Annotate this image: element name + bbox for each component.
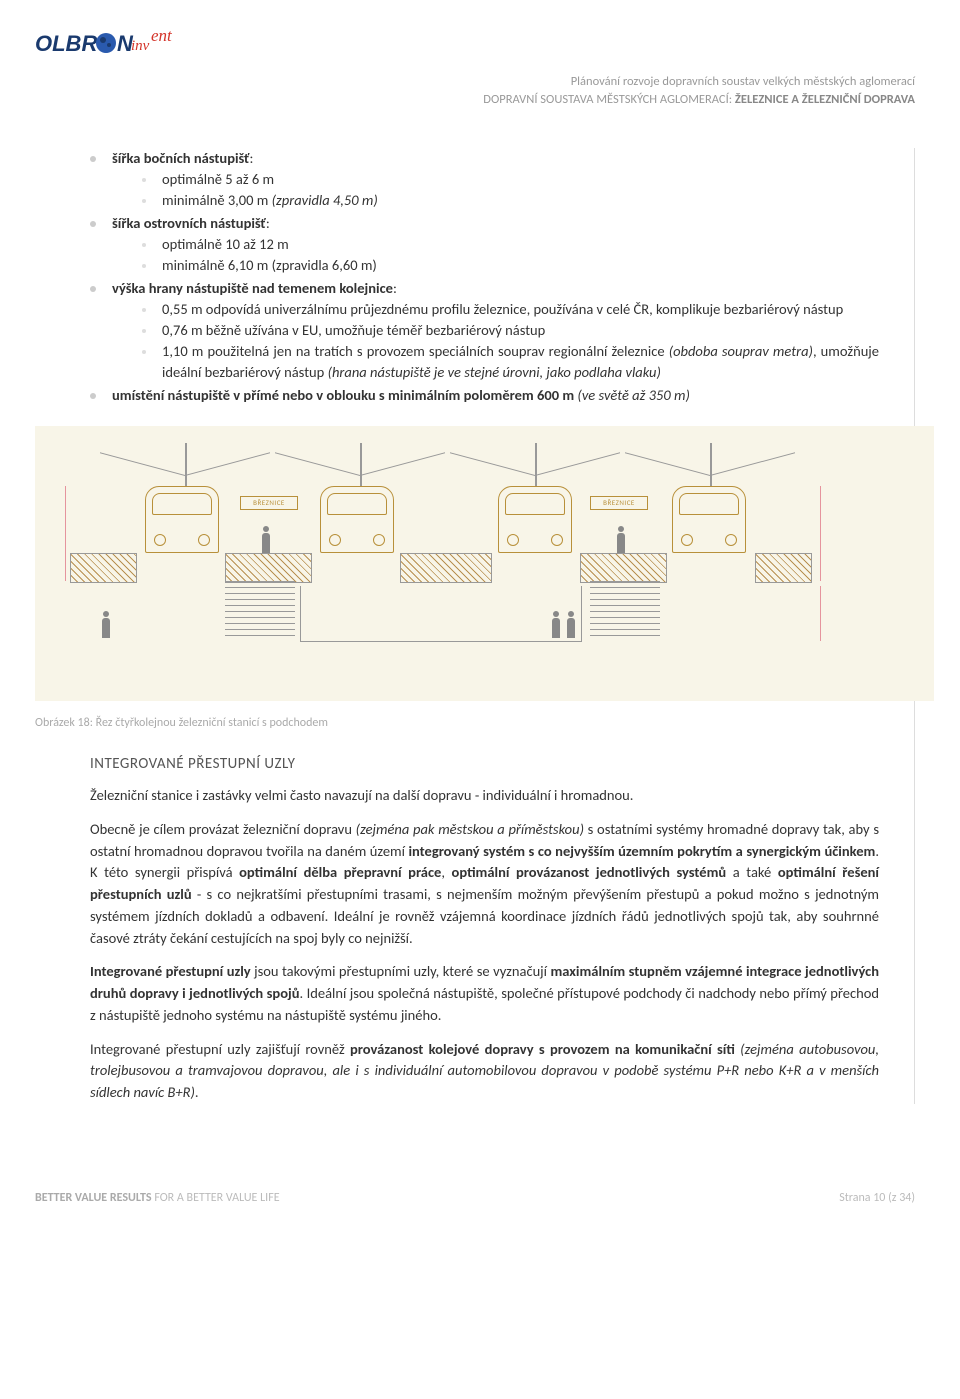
svg-text:ent: ent	[151, 26, 173, 45]
header-line1: Plánování rozvoje dopravních soustav vel…	[35, 73, 915, 91]
sub-item: minimálně 6,10 m (zpravidla 6,60 m)	[142, 255, 879, 276]
footer-page: Strana 10 (z 34)	[839, 1191, 915, 1205]
svg-text:inv: inv	[131, 38, 150, 54]
sub-item: 0,55 m odpovídá univerzálnímu průjezdném…	[142, 299, 879, 320]
bullet-edge-height: výška hrany nástupiště nad temenem kolej…	[90, 278, 879, 383]
figure-station-section: BŘEZNICE BŘEZNICE	[35, 426, 934, 701]
paragraph: Integrované přestupní uzly zajišťují rov…	[90, 1039, 879, 1104]
figure-caption: Obrázek 18: Řez čtyřkolejnou železniční …	[35, 716, 879, 730]
sub-item: minimálně 3,00 m (zpravidla 4,50 m)	[142, 190, 879, 211]
sub-item: optimálně 10 až 12 m	[142, 234, 879, 255]
paragraph: Železniční stanice i zastávky velmi čast…	[90, 785, 879, 807]
svg-text:OLBR: OLBR	[35, 31, 97, 56]
section-heading: INTEGROVANÉ PŘESTUPNÍ UZLY	[90, 755, 879, 773]
page-footer: BETTER VALUE RESULTS FOR A BETTER VALUE …	[0, 1191, 960, 1225]
bullet-island-platform: šířka ostrovních nástupišť: optimálně 10…	[90, 213, 879, 276]
sub-item: 1,10 m použitelná jen na tratích s provo…	[142, 341, 879, 383]
logo: OLBR N inv ent	[35, 25, 915, 65]
header-line2: DOPRAVNÍ SOUSTAVA MĚSTSKÝCH AGLOMERACÍ: …	[35, 91, 915, 109]
main-content: šířka bočních nástupišť: optimálně 5 až …	[35, 148, 915, 1104]
sub-item: optimálně 5 až 6 m	[142, 169, 879, 190]
footer-left: BETTER VALUE RESULTS FOR A BETTER VALUE …	[35, 1191, 280, 1205]
page-header: Plánování rozvoje dopravních soustav vel…	[35, 73, 915, 108]
station-sign: BŘEZNICE	[590, 496, 648, 510]
station-sign: BŘEZNICE	[240, 496, 298, 510]
bullet-side-platform: šířka bočních nástupišť: optimálně 5 až …	[90, 148, 879, 211]
bullet-curve: umístění nástupiště v přímé nebo v oblou…	[90, 385, 879, 406]
paragraph: Integrované přestupní uzly jsou takovými…	[90, 961, 879, 1026]
sub-item: 0,76 m běžně užívána v EU, umožňuje témě…	[142, 320, 879, 341]
paragraph: Obecně je cílem provázat železniční dopr…	[90, 819, 879, 950]
